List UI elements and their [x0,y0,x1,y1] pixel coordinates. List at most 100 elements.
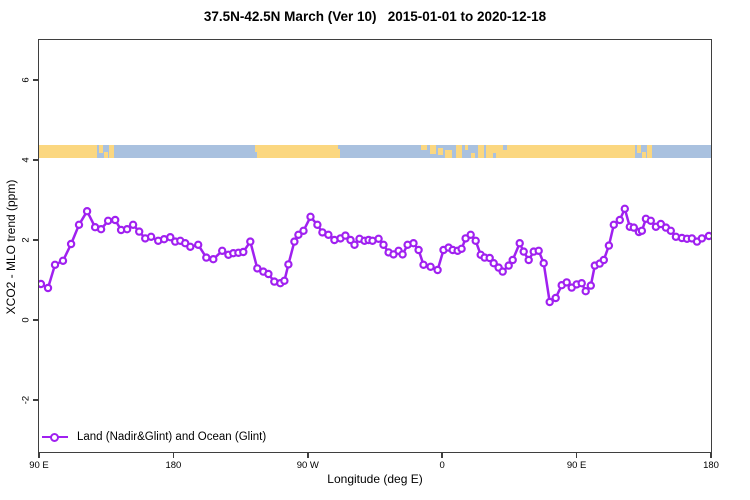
data-point-marker [217,246,227,255]
data-point-marker [341,231,350,240]
x-tick-mark [172,452,175,458]
land-segment [445,150,452,158]
data-point-marker [313,220,322,229]
x-axis-label: Longitude (deg E) [327,472,423,486]
data-point-marker [515,238,524,248]
x-tick-mark [441,452,443,458]
land-segment [99,145,104,153]
x-tick-label: 90 E [29,460,49,471]
y-tick-label: 6 [20,77,32,83]
data-point-marker [615,215,625,225]
y-tick-label: 4 [20,157,32,163]
land-segment [430,145,437,155]
data-point-marker [498,267,507,276]
land-segment [254,145,258,153]
data-point-marker [128,220,138,229]
data-point-marker [74,220,84,229]
x-tick-label: 180 [165,460,182,471]
data-point-marker [299,226,308,235]
data-point-marker [581,286,590,296]
data-point-marker [704,231,711,241]
land-segment [641,151,647,158]
legend-label: Land (Nadir&Glint) and Ocean (Glint) [77,431,267,443]
x-tick-mark [38,452,40,458]
x-tick-mark [307,452,309,458]
data-point-marker [485,253,494,263]
data-point-marker [539,258,548,268]
data-point-marker [426,262,435,271]
data-point-marker [414,245,423,255]
data-point-marker [350,240,359,249]
data-point-marker [545,297,554,307]
data-point-marker [508,255,517,265]
y-tick-mark [33,239,39,241]
data-point-marker [43,283,53,293]
data-point-marker [409,238,418,248]
land-segment [646,145,652,158]
data-point-marker [166,232,175,242]
data-point-marker [534,246,543,255]
data-point-marker [146,232,156,241]
land-segment [637,145,641,153]
chart-title: 37.5N-42.5N March (Ver 10) 2015-01-01 to… [203,9,547,24]
y-axis-label: XCO2 - MLO trend (ppm) [4,179,18,315]
data-point-marker [666,226,676,235]
data-series-plot [39,204,711,307]
y-tick-label: 2 [20,237,32,243]
data-point-marker [209,254,218,264]
y-tick-label: -2 [20,395,32,405]
land-segment [421,145,428,151]
y-tick-mark [33,319,39,321]
land-segment [257,145,338,158]
data-point-marker [280,276,289,285]
x-tick-label: 180 [703,460,719,471]
land-segment [438,147,443,156]
land-segment [470,152,476,158]
data-point-marker [110,215,120,225]
land-ocean-band [39,145,711,158]
data-point-marker [586,281,596,290]
y-tick-mark [33,399,39,401]
data-point-marker [284,260,293,269]
land-segment [485,145,635,158]
data-point-marker [294,230,303,239]
data-point-marker [246,237,255,246]
data-point-marker [264,269,273,279]
data-point-marker [489,258,498,268]
land-segment [337,148,340,158]
data-point-marker [202,253,211,262]
data-point-marker [471,236,480,245]
data-point-marker [193,240,203,249]
data-point-marker [306,212,315,221]
y-tick-label: 0 [20,317,32,323]
data-point-marker [50,260,60,269]
x-tick-mark [710,452,712,458]
legend-line-marker-icon [42,432,68,442]
data-point-marker [620,204,630,213]
data-point-marker [504,261,513,270]
data-point-marker [39,279,46,289]
x-tick-mark [575,452,578,458]
x-tick-label: 0 [439,460,445,471]
data-point-marker [646,216,656,225]
land-segment [103,151,109,158]
data-point-marker [239,247,248,257]
data-point-marker [103,216,113,225]
plot-area [38,39,712,453]
data-point-marker [457,244,466,253]
data-point-marker [374,234,383,243]
data-point-marker [253,264,262,273]
data-point-marker [433,265,442,275]
ocean-segment [492,152,496,158]
land-segment [464,145,468,151]
data-point-marker [609,220,619,229]
data-point-marker [577,278,586,288]
data-point-marker [599,255,609,265]
data-point-marker [134,227,144,236]
data-point-marker [466,230,475,239]
data-point-marker [562,278,571,287]
y-tick-mark [33,79,39,81]
data-point-marker [58,256,68,265]
data-point-marker [604,241,614,250]
series-line [39,207,711,304]
